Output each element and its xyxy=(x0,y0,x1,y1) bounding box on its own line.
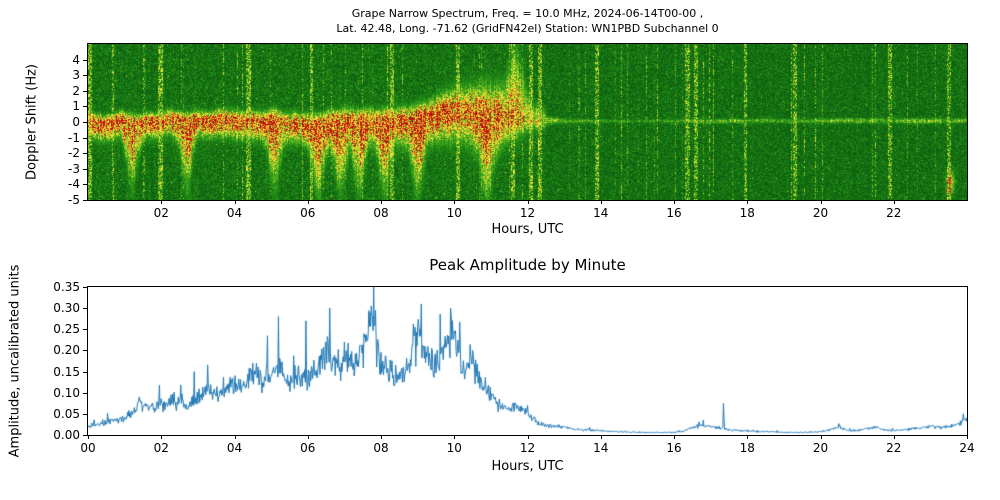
amplitude-ytick-mark xyxy=(83,392,87,394)
amplitude-xtick-mark xyxy=(454,435,456,439)
amplitude-ytick-mark xyxy=(83,287,87,288)
amplitude-xtick-mark xyxy=(600,435,602,439)
amplitude-ytick-mark xyxy=(83,371,87,373)
spectrogram-ytick-label: 2 xyxy=(72,83,80,98)
spectrogram-xtick-mark xyxy=(820,200,822,204)
amplitude-xtick-mark xyxy=(747,435,749,439)
amplitude-ytick-label: 0.10 xyxy=(53,385,80,400)
spectrogram-ytick-label: -5 xyxy=(68,193,80,207)
amplitude-xtick-label: 02 xyxy=(153,441,169,455)
spectrogram-ylabel: Doppler Shift (Hz) xyxy=(24,64,40,180)
spectrogram-title-line1: Grape Narrow Spectrum, Freq. = 10.0 MHz,… xyxy=(351,7,704,20)
spectrogram-xtick-label: 06 xyxy=(300,206,316,220)
spectrogram-ytick-mark xyxy=(83,200,87,201)
spectrogram-xtick-label: 04 xyxy=(226,206,243,220)
spectrogram-ytick-mark xyxy=(83,122,87,123)
amplitude-xtick-label: 14 xyxy=(593,441,609,455)
amplitude-ytick-mark xyxy=(83,329,87,331)
spectrogram-xtick-label: 02 xyxy=(153,206,169,220)
spectrogram-xtick-mark xyxy=(893,200,895,204)
spectrogram-ytick-mark xyxy=(83,106,87,108)
amplitude-xtick-mark xyxy=(234,435,236,439)
spectrogram-xtick-label: 22 xyxy=(886,206,902,220)
spectrogram-ytick-label: -2 xyxy=(68,146,80,161)
amplitude-xtick-label: 24 xyxy=(959,441,975,455)
amplitude-xtick-label: 10 xyxy=(446,441,462,455)
spectrogram-xtick-label: 16 xyxy=(666,206,682,220)
spectrogram-xtick-mark xyxy=(527,200,529,204)
amplitude-xtick-label: 16 xyxy=(666,441,682,455)
spectrogram-ytick-mark xyxy=(83,153,87,155)
amplitude-ylabel: Amplitude, uncalibrated units xyxy=(7,264,23,458)
amplitude-xtick-label: 22 xyxy=(886,441,902,455)
spectrogram-ytick-label: 4 xyxy=(72,52,80,67)
amplitude-title: Peak Amplitude by Minute xyxy=(429,256,626,274)
spectrogram-xtick-mark xyxy=(161,200,163,204)
amplitude-xtick-label: 06 xyxy=(300,441,316,455)
spectrogram-xtick-label: 08 xyxy=(373,206,389,220)
spectrogram-xtick-label: 20 xyxy=(812,206,829,220)
spectrogram-ytick-mark xyxy=(83,137,87,139)
spectrogram-xtick-mark xyxy=(600,200,602,204)
spectrogram-plot xyxy=(87,43,968,201)
spectrogram-ytick-mark xyxy=(83,90,87,92)
spectrogram-ytick-label: -3 xyxy=(68,161,80,176)
amplitude-ytick-mark xyxy=(83,308,87,310)
spectrogram-title-line2: Lat. 42.48, Long. -71.62 (GridFN42el) St… xyxy=(336,22,719,35)
spectrogram-ytick-label: -4 xyxy=(68,177,80,192)
spectrogram-ytick-label: 0 xyxy=(72,115,80,129)
amplitude-ytick-label: 0.35 xyxy=(53,280,80,294)
spectrogram-xtick-mark xyxy=(307,200,309,204)
amplitude-xtick-label: 08 xyxy=(373,441,389,455)
spectrogram-xtick-label: 18 xyxy=(739,206,755,220)
amplitude-plot xyxy=(87,286,968,436)
spectrogram-xtick-label: 10 xyxy=(446,206,462,220)
amplitude-xtick-mark xyxy=(161,435,163,439)
amplitude-ytick-label: 0.30 xyxy=(53,301,80,316)
amplitude-xtick-label: 12 xyxy=(519,441,536,455)
amplitude-xtick-mark xyxy=(381,435,382,439)
amplitude-ytick-label: 0.05 xyxy=(53,406,80,421)
amplitude-xtick-label: 18 xyxy=(739,441,755,455)
spectrogram-ytick-mark xyxy=(83,59,87,61)
spectrogram-xtick-label: 12 xyxy=(519,206,536,220)
amplitude-xtick-mark xyxy=(967,435,968,439)
amplitude-ytick-mark xyxy=(83,413,87,415)
spectrogram-ytick-label: 1 xyxy=(72,99,80,114)
spectrogram-ytick-mark xyxy=(83,168,87,170)
amplitude-xtick-mark xyxy=(674,435,675,439)
spectrogram-xtick-mark xyxy=(454,200,456,204)
spectrogram-xlabel: Hours, UTC xyxy=(491,222,564,237)
amplitude-xtick-mark xyxy=(893,435,895,439)
amplitude-xtick-label: 00 xyxy=(80,441,96,455)
spectrogram-xtick-mark xyxy=(381,200,382,204)
amplitude-ytick-label: 0.25 xyxy=(53,322,80,337)
amplitude-xtick-label: 04 xyxy=(226,441,243,455)
spectrogram-ytick-label: 3 xyxy=(72,68,80,83)
amplitude-xtick-mark xyxy=(307,435,309,439)
amplitude-ytick-mark xyxy=(83,350,87,352)
spectrogram-xtick-mark xyxy=(234,200,236,204)
amplitude-ytick-label: 0.20 xyxy=(53,343,80,358)
spectrogram-ytick-label: -1 xyxy=(68,130,80,145)
amplitude-ytick-label: 0.00 xyxy=(53,428,80,442)
amplitude-xtick-label: 20 xyxy=(812,441,829,455)
amplitude-xlabel: Hours, UTC xyxy=(491,459,564,474)
amplitude-ytick-mark xyxy=(83,435,87,436)
amplitude-xtick-mark xyxy=(88,435,89,439)
spectrogram-xtick-mark xyxy=(747,200,749,204)
amplitude-xtick-mark xyxy=(820,435,822,439)
spectrogram-xtick-label: 14 xyxy=(593,206,609,220)
amplitude-xtick-mark xyxy=(527,435,529,439)
spectrogram-ytick-mark xyxy=(83,75,87,77)
amplitude-ytick-label: 0.15 xyxy=(53,364,80,379)
spectrogram-xtick-mark xyxy=(674,200,675,204)
spectrogram-ytick-mark xyxy=(83,184,87,186)
